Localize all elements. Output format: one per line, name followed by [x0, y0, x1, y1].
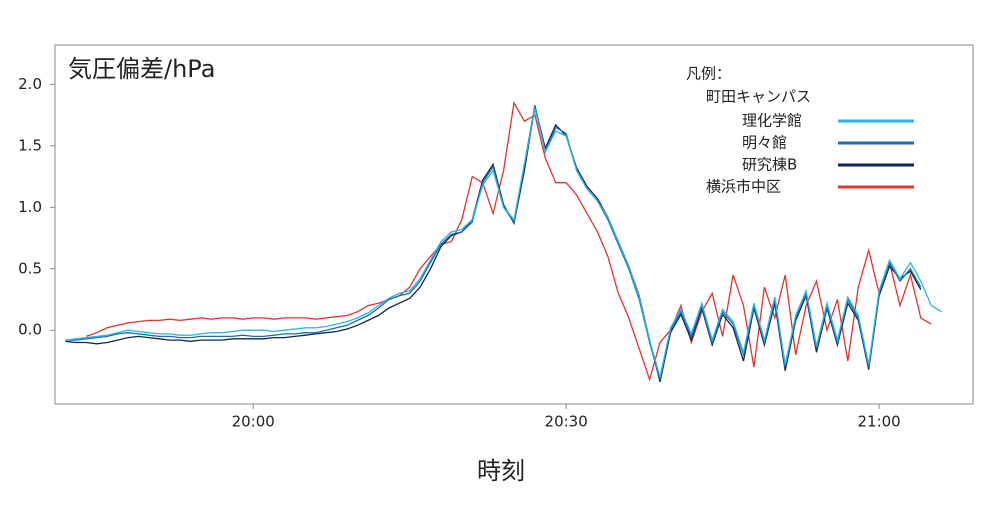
y-tick-label: 1.0: [18, 198, 42, 216]
series-line: [86, 100, 932, 382]
y-tick-label: 0.5: [18, 259, 42, 277]
legend-label: 研究棟B: [742, 156, 797, 174]
x-tick-label: 20:30: [545, 413, 588, 431]
series-line: [65, 108, 943, 378]
legend-title: 凡例：: [686, 65, 731, 83]
y-tick-label: 1.5: [18, 136, 42, 154]
legend-label: 明々館: [742, 134, 787, 152]
y-tick-label: 2.0: [18, 75, 42, 93]
x-axis-label: 時刻: [477, 457, 525, 485]
x-tick-label: 21:00: [857, 413, 900, 431]
legend-label: 理化学館: [742, 112, 802, 130]
chart-title: 気圧偏差/hPa: [68, 55, 215, 83]
legend-label: 横浜市中区: [706, 178, 781, 196]
x-tick-label: 20:00: [232, 413, 275, 431]
legend-group: 町田キャンパス: [706, 88, 811, 106]
y-tick-label: 0.0: [18, 321, 42, 339]
